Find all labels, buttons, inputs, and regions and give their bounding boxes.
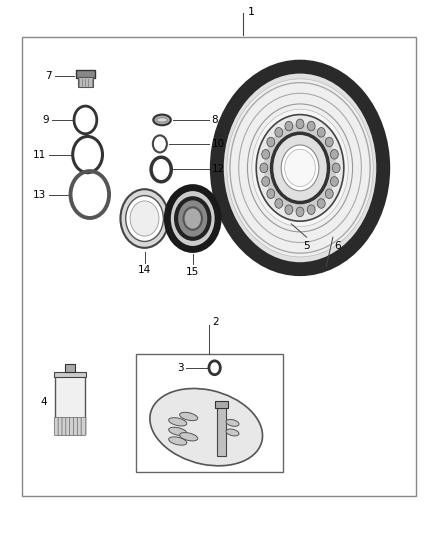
Text: 12: 12 xyxy=(212,165,225,174)
Ellipse shape xyxy=(226,419,239,426)
Circle shape xyxy=(275,127,283,137)
Circle shape xyxy=(296,119,304,128)
Circle shape xyxy=(120,189,169,248)
Circle shape xyxy=(275,199,283,208)
Circle shape xyxy=(215,64,385,272)
Circle shape xyxy=(281,145,319,191)
Text: 5: 5 xyxy=(303,241,310,251)
Circle shape xyxy=(330,176,338,186)
Circle shape xyxy=(184,207,202,230)
Text: 2: 2 xyxy=(213,318,219,327)
Bar xyxy=(55,376,85,434)
Bar xyxy=(65,364,75,372)
Circle shape xyxy=(176,198,209,239)
Circle shape xyxy=(285,205,293,214)
Circle shape xyxy=(256,115,344,221)
Ellipse shape xyxy=(226,429,239,436)
Ellipse shape xyxy=(150,389,262,466)
Bar xyxy=(215,401,228,408)
FancyBboxPatch shape xyxy=(54,417,59,435)
Bar xyxy=(76,70,95,78)
Text: 1: 1 xyxy=(247,7,254,17)
Circle shape xyxy=(262,150,270,159)
Ellipse shape xyxy=(157,118,167,122)
FancyBboxPatch shape xyxy=(81,417,86,435)
Circle shape xyxy=(130,201,159,236)
Circle shape xyxy=(167,188,218,249)
Circle shape xyxy=(325,189,333,198)
Circle shape xyxy=(325,138,333,147)
Bar xyxy=(22,37,416,496)
Text: 8: 8 xyxy=(212,115,218,125)
Circle shape xyxy=(126,196,163,241)
Text: 11: 11 xyxy=(33,150,46,159)
Circle shape xyxy=(332,163,340,173)
Circle shape xyxy=(262,176,270,186)
Text: 15: 15 xyxy=(186,267,199,277)
Ellipse shape xyxy=(169,427,187,435)
FancyBboxPatch shape xyxy=(58,417,63,435)
Bar xyxy=(78,77,93,87)
Ellipse shape xyxy=(169,418,187,426)
Ellipse shape xyxy=(180,413,198,421)
Text: 9: 9 xyxy=(42,115,49,125)
Circle shape xyxy=(296,207,304,217)
Circle shape xyxy=(285,149,315,187)
Circle shape xyxy=(272,133,328,203)
Circle shape xyxy=(260,163,268,173)
Text: 10: 10 xyxy=(212,139,225,149)
Circle shape xyxy=(317,199,325,208)
Bar xyxy=(54,372,86,377)
Text: 3: 3 xyxy=(177,363,184,373)
Circle shape xyxy=(285,122,293,131)
FancyBboxPatch shape xyxy=(74,417,78,435)
Circle shape xyxy=(252,109,348,227)
Text: 7: 7 xyxy=(45,71,52,81)
Circle shape xyxy=(307,122,315,131)
Text: 14: 14 xyxy=(138,265,151,276)
FancyBboxPatch shape xyxy=(62,417,67,435)
Ellipse shape xyxy=(169,437,187,445)
Bar xyxy=(217,406,226,456)
FancyBboxPatch shape xyxy=(77,417,82,435)
FancyBboxPatch shape xyxy=(66,417,71,435)
Text: 4: 4 xyxy=(41,398,47,407)
Circle shape xyxy=(267,189,275,198)
Circle shape xyxy=(264,124,336,212)
Text: 6: 6 xyxy=(334,241,340,251)
Circle shape xyxy=(227,79,373,257)
Text: 13: 13 xyxy=(33,190,46,199)
Ellipse shape xyxy=(180,433,198,441)
Ellipse shape xyxy=(153,115,171,125)
Circle shape xyxy=(317,127,325,137)
Circle shape xyxy=(330,150,338,159)
Circle shape xyxy=(307,205,315,214)
Circle shape xyxy=(267,138,275,147)
Bar xyxy=(136,354,283,472)
FancyBboxPatch shape xyxy=(70,417,74,435)
